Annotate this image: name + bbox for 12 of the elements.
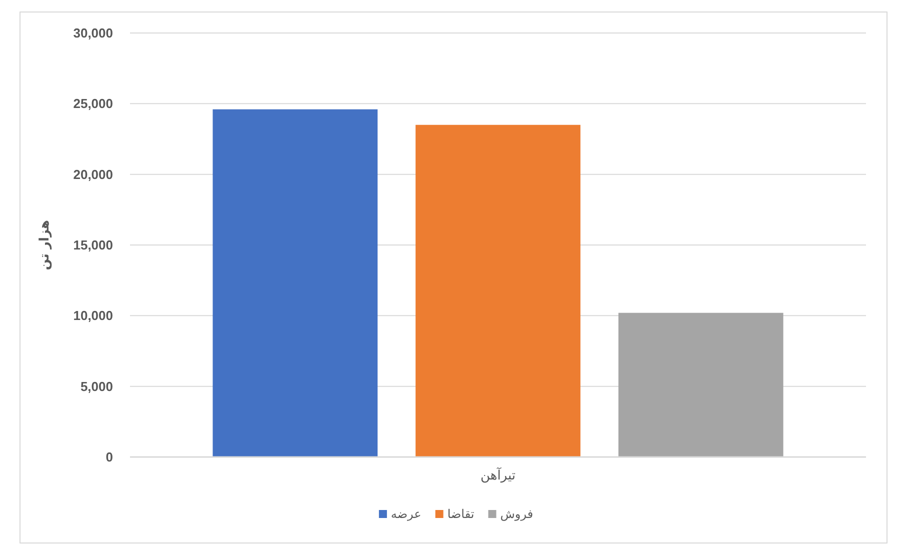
legend-label: عرضه [390, 507, 422, 521]
legend-label: فروش [500, 507, 534, 521]
y-tick-label: 5,000 [80, 378, 113, 394]
legend-label: تقاضا [447, 507, 474, 521]
y-tick-label: 30,000 [73, 26, 113, 40]
y-tick-label: 0 [106, 450, 113, 464]
y-tick-label: 10,000 [73, 308, 113, 324]
y-tick-label: 20,000 [73, 166, 113, 182]
y-tick-label: 25,000 [73, 96, 113, 112]
y-axis-title: هزار تن [38, 220, 52, 270]
x-tick-label: تیرآهن [480, 466, 516, 484]
y-tick-label: 15,000 [73, 238, 113, 252]
